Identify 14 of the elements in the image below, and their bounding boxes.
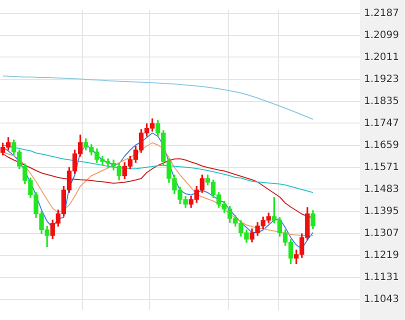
y-tick-label: 1.1835 xyxy=(364,96,400,107)
y-tick-label: 1.1043 xyxy=(364,294,400,305)
y-tick-label: 1.1219 xyxy=(364,250,400,261)
y-tick-label: 1.1659 xyxy=(364,140,400,151)
y-tick-label: 1.1131 xyxy=(364,272,400,283)
y-tick-label: 1.1923 xyxy=(364,74,400,85)
y-tick-label: 1.2011 xyxy=(364,52,400,63)
y-tick-label: 1.1571 xyxy=(364,162,400,173)
y-tick-label: 1.1483 xyxy=(364,184,400,195)
y-tick-label: 1.2187 xyxy=(364,8,400,19)
y-tick-label: 1.2099 xyxy=(364,30,400,41)
y-tick-label: 1.1747 xyxy=(364,118,400,129)
y-tick-label: 1.1395 xyxy=(364,206,400,217)
y-tick-label: 1.1307 xyxy=(364,228,400,239)
